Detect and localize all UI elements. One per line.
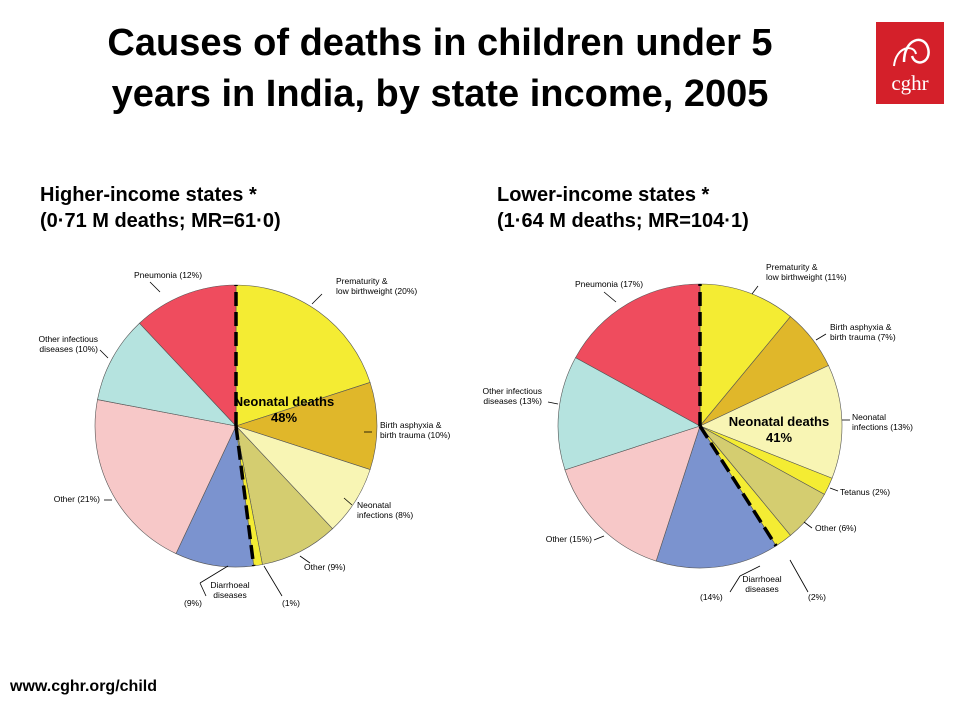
diarrhoeal-bracket-lower-2 <box>729 575 741 593</box>
pie-slice-higher-pneumonia <box>139 284 237 427</box>
pie-slice-higher-other <box>94 399 237 554</box>
slice-label-higher-diarrhoeal-diseases: (9%) <box>184 598 202 608</box>
slice-label-lower-other-infectious-diseases: diseases (13%) <box>483 396 542 406</box>
slice-label-lower-diarrhoeal-neonatal: (2%) <box>808 592 826 602</box>
neonatal-percent-lower: 41% <box>766 430 792 445</box>
diarrhoeal-bracket-lower-0 <box>739 565 761 577</box>
slice-label-higher-neonatal-infections: infections (8%) <box>357 510 413 520</box>
leader-line-higher-other-infectious-diseases <box>99 349 109 359</box>
footer-url[interactable]: www.cghr.org/child <box>10 678 157 695</box>
diarrhoeal-bracket-higher-0 <box>199 565 229 584</box>
neonatal-boundary-end-higher <box>234 425 256 567</box>
chart-title-lower-income: Lower-income states * (1·64 M deaths; MR… <box>497 184 749 232</box>
slice-label-higher-birth-asphyxia-birth-trauma: Birth asphyxia & <box>380 420 442 430</box>
pie-slice-lower-prematurity-low-birthweight <box>699 283 791 427</box>
slice-label-lower-birth-asphyxia-birth-trauma: birth trauma (7%) <box>830 332 896 342</box>
pie-slice-lower-pneumonia <box>575 283 701 427</box>
pie-slice-higher-prematurity-low-birthweight <box>235 284 371 427</box>
neonatal-boundary-end-lower <box>698 425 778 547</box>
slice-label-higher-neonatal-infections: Neonatal <box>357 500 391 510</box>
slice-label-lower-neonatal-infections: infections (13%) <box>852 422 913 432</box>
diarrhoeal-group-label-higher: Diarrhoeal <box>210 580 249 590</box>
diarrhoeal-group-label-higher: diseases <box>213 590 247 600</box>
chart-title-higher-income: Higher-income states * (0·71 M deaths; M… <box>40 184 281 232</box>
slice-label-lower-other-infectious-diseases: Other infectious <box>482 386 542 396</box>
leader-line-higher-pneumonia <box>149 281 161 293</box>
slice-label-lower-neonatal-infections: Neonatal <box>852 412 886 422</box>
slice-label-lower-other: Other (15%) <box>546 534 592 544</box>
diarrhoeal-bracket-lower-1 <box>789 559 809 593</box>
slice-label-lower-prematurity-low-birthweight: Prematurity & <box>766 262 818 272</box>
slice-label-higher-prematurity-low-birthweight: Prematurity & <box>336 276 388 286</box>
leader-line-higher-prematurity-low-birthweight <box>311 293 323 305</box>
pie-slice-lower-other <box>564 425 701 562</box>
slice-label-lower-birth-asphyxia-birth-trauma: Birth asphyxia & <box>830 322 892 332</box>
slice-label-lower-other-neonatal: Other (6%) <box>815 523 857 533</box>
slice-label-higher-other-neonatal: Other (9%) <box>304 562 346 572</box>
leader-line-lower-prematurity-low-birthweight <box>751 285 759 295</box>
slice-label-higher-prematurity-low-birthweight: low birthweight (20%) <box>336 286 417 296</box>
pie-slice-lower-diarrhoeal-diseases <box>655 425 777 569</box>
leader-line-lower-other-neonatal <box>803 521 813 529</box>
leader-line-lower-tetanus <box>829 487 839 492</box>
diarrhoeal-group-label-lower: diseases <box>745 584 779 594</box>
slice-label-higher-other: Other (21%) <box>54 494 100 504</box>
neonatal-percent-higher: 48% <box>271 410 297 425</box>
page-title: Causes of deaths in children under 5 yea… <box>107 22 773 115</box>
pie-slice-higher-birth-asphyxia-birth-trauma <box>235 382 378 470</box>
diarrhoeal-group-label-lower: Diarrhoeal <box>742 574 781 584</box>
slice-label-lower-pneumonia: Pneumonia (17%) <box>575 279 643 289</box>
slice-label-higher-other-infectious-diseases: diseases (10%) <box>39 344 98 354</box>
slice-label-lower-diarrhoeal-diseases: (14%) <box>700 592 723 602</box>
leader-line-lower-birth-asphyxia-birth-trauma <box>815 333 827 341</box>
logo-text: cghr <box>891 71 929 95</box>
diarrhoeal-bracket-higher-2 <box>199 582 207 597</box>
neonatal-label-higher: Neonatal deaths <box>234 394 334 409</box>
pie-slice-lower-other-infectious-diseases <box>557 357 701 471</box>
leader-line-higher-neonatal-infections <box>343 497 353 506</box>
slice-label-lower-prematurity-low-birthweight: low birthweight (11%) <box>766 272 847 282</box>
slice-label-higher-birth-asphyxia-birth-trauma: birth trauma (10%) <box>380 430 451 440</box>
pie-slice-higher-other-infectious-diseases <box>97 322 237 427</box>
leader-line-lower-other-infectious-diseases <box>547 401 559 405</box>
leader-line-lower-pneumonia <box>603 291 617 303</box>
logo-swirl-icon <box>893 38 930 67</box>
neonatal-label-lower: Neonatal deaths <box>729 414 829 429</box>
diarrhoeal-bracket-higher-1 <box>263 565 283 597</box>
leader-line-lower-other <box>593 535 605 541</box>
leader-line-higher-other-neonatal <box>299 555 311 564</box>
cghr-logo: cghr <box>876 22 944 104</box>
slice-label-higher-pneumonia: Pneumonia (12%) <box>134 270 202 280</box>
pie-slice-higher-other-neonatal <box>235 425 333 565</box>
slice-label-higher-other-infectious-diseases: Other infectious <box>38 334 98 344</box>
slice-label-higher-tetanus: (1%) <box>282 598 300 608</box>
slice-label-lower-tetanus: Tetanus (2%) <box>840 487 890 497</box>
pie-slice-lower-neonatal-infections <box>699 365 843 479</box>
